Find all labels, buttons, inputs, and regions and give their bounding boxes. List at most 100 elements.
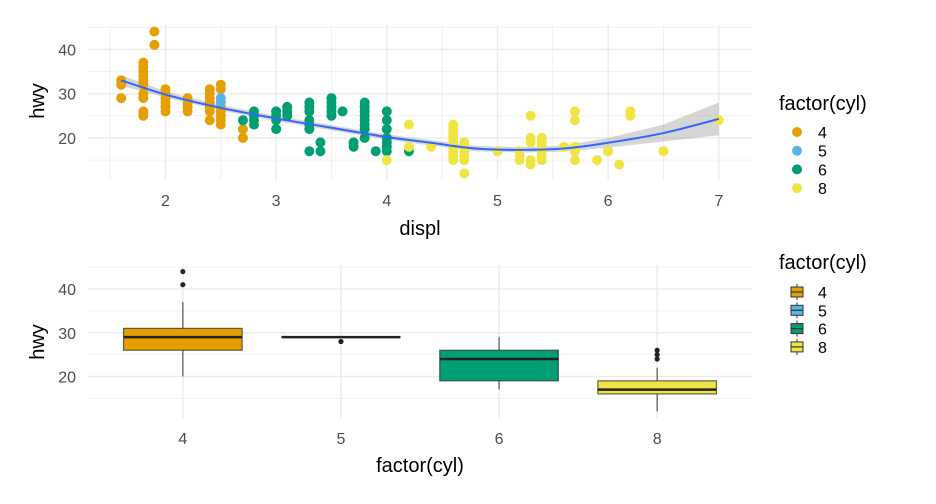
data-point [215,79,226,90]
data-point [592,155,603,166]
data-point [536,132,547,143]
data-point [625,106,636,117]
data-point [381,115,392,126]
data-point [337,106,348,117]
data-point [569,155,580,166]
box-cyl-5 [281,335,401,345]
smooth-line [120,79,720,151]
y-tick-label: 20 [58,369,76,386]
data-point [492,146,503,157]
smooth-confidence-band [121,75,719,153]
x-tick-label: 3 [272,193,281,210]
data-point [282,101,293,112]
data-point [658,146,669,157]
outlier-point [654,347,660,353]
data-point [370,146,381,157]
series-cyl-5 [215,93,226,108]
data-point [459,137,470,148]
legend-label: 6 [818,162,827,179]
scatter-x-axis-title: displ [399,218,440,240]
x-tick-label: 6 [604,193,613,210]
data-point [359,132,370,143]
box-iqr [597,380,718,395]
data-point [304,97,315,108]
data-point [271,106,282,117]
y-tick-label: 20 [58,131,76,148]
x-tick-label: 5 [493,193,502,210]
legend-item-cyl-4: 4 [792,125,827,142]
data-point [359,97,370,108]
legend-key-dot [792,127,802,137]
outlier-point [654,356,660,362]
boxplot-legend: factor(cyl) 45 68 [779,252,867,357]
legend-item-cyl-8: 8 [790,338,827,357]
legend-label: 8 [818,181,827,198]
scatter-legend-title: factor(cyl) [779,93,867,115]
y-tick-label: 40 [58,42,76,59]
data-point [525,132,536,143]
box-cyl-8 [597,347,718,412]
data-point [381,106,392,117]
legend-label: 5 [818,303,827,320]
data-point [525,110,536,121]
data-point [315,146,326,157]
series-cyl-8 [381,106,724,179]
outlier-point [180,282,186,288]
data-point [448,119,459,130]
data-point [271,124,282,135]
data-point [603,146,614,157]
x-tick-label: 8 [653,431,662,448]
legend-item-cyl-6: 6 [790,320,827,339]
data-point [514,146,525,157]
data-point [149,26,160,37]
outlier-point [338,338,344,345]
data-point [426,141,437,152]
x-tick-label: 4 [382,193,391,210]
data-point [138,57,149,68]
legend-label: 4 [818,125,827,142]
legend-item-cyl-4: 4 [790,284,827,302]
data-point [381,155,392,166]
boxplot-x-axis-title: factor(cyl) [376,455,464,477]
y-tick-label: 30 [58,326,76,343]
scatter-y-tick-labels: 20 30 40 [58,42,76,148]
box-iqr [439,349,559,382]
legend-label: 6 [818,322,827,339]
box-iqr [122,327,243,351]
data-point [149,39,160,50]
data-point [569,106,580,117]
data-point [713,115,724,126]
y-tick-label: 40 [58,282,76,299]
x-tick-label: 2 [161,193,170,210]
outlier-point [180,268,186,275]
x-tick-label: 7 [714,193,723,210]
data-point [215,93,226,104]
data-point [116,93,127,104]
boxplot-x-tick-labels: 4 5 6 8 [178,431,661,448]
legend-label: 5 [818,144,827,161]
data-point [459,168,470,179]
legend-label: 4 [818,285,827,302]
scatter-y-axis-title: hwy [27,83,49,119]
data-point [558,141,569,152]
data-point [614,159,625,170]
outlier-point [654,352,660,358]
data-point [204,84,215,95]
boxplot-y-tick-labels: 20 30 40 [58,282,76,386]
data-point [525,155,536,166]
data-point [348,137,359,148]
y-tick-label: 30 [58,87,76,104]
x-tick-label: 4 [178,431,187,448]
legend-item-cyl-6: 6 [792,162,827,179]
data-point [237,124,248,135]
boxplot-legend-title: factor(cyl) [779,252,867,274]
data-point [237,132,248,143]
box-cyl-4 [122,268,243,377]
data-point [138,106,149,117]
legend-key-dot [792,183,802,194]
legend-item-cyl-5: 5 [790,302,827,320]
scatter-legend: factor(cyl) 4 56 8 [779,93,867,198]
